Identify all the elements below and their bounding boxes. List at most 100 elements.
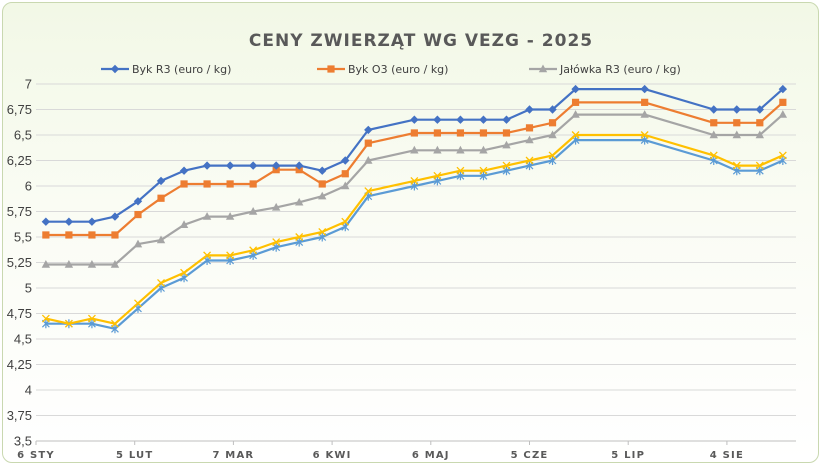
- data-point-x: [41, 314, 50, 323]
- series-line: [45, 139, 784, 330]
- data-point-square: [479, 129, 488, 137]
- data-point-x: [203, 251, 212, 260]
- series-2: [41, 110, 788, 268]
- data-point-triangle: [364, 156, 373, 164]
- x-tick-label: 4 SIE: [710, 450, 744, 461]
- data-point-square: [180, 180, 188, 188]
- data-point-triangle: [538, 64, 548, 73]
- y-tick-label: 5: [25, 281, 32, 296]
- data-point-square: [710, 119, 718, 127]
- data-point-x: [548, 151, 557, 160]
- data-point-diamond: [87, 217, 97, 226]
- data-point-x: [364, 187, 373, 196]
- x-tick-label: 6 MAJ: [412, 450, 450, 461]
- y-tick-label: 4,25: [7, 357, 32, 372]
- data-point-triangle: [640, 110, 649, 118]
- data-point-x: [157, 278, 165, 287]
- data-point-triangle: [318, 191, 327, 200]
- y-tick-label: 3,5: [14, 434, 32, 449]
- data-point-square: [641, 98, 649, 106]
- data-point-x: [456, 166, 465, 175]
- data-point-triangle: [295, 197, 304, 206]
- legend-label: Byk O3 (euro / kg): [348, 63, 448, 76]
- data-point-square: [226, 180, 234, 188]
- data-point-square: [525, 124, 534, 132]
- data-point-triangle: [87, 260, 97, 268]
- y-tick-label: 4,5: [14, 332, 32, 347]
- data-point-square: [456, 129, 465, 137]
- data-point-square: [42, 231, 50, 239]
- data-point-diamond: [248, 161, 258, 170]
- series-3: [41, 131, 787, 328]
- data-point-diamond: [456, 115, 465, 124]
- data-point-triangle: [456, 145, 465, 154]
- data-point-triangle: [133, 239, 143, 248]
- data-point-diamond: [318, 166, 327, 175]
- y-tick-label: 6: [25, 179, 32, 194]
- data-point-square: [733, 119, 741, 127]
- data-point-x: [226, 251, 235, 260]
- data-point-diamond: [156, 176, 166, 186]
- y-tick-label: 5,5: [14, 230, 32, 245]
- series-line: [45, 101, 784, 237]
- y-tick-label: 4: [25, 383, 32, 398]
- data-point-diamond: [364, 125, 373, 135]
- data-point-triangle: [202, 212, 212, 220]
- data-point-triangle: [433, 145, 442, 154]
- chart-title: CENY ZWIERZĄT WG VEZG - 2025: [249, 31, 593, 51]
- data-point-diamond: [640, 84, 649, 94]
- x-tick-label: 5 CZE: [511, 450, 549, 461]
- data-point-diamond: [525, 105, 534, 114]
- data-point-diamond: [709, 105, 718, 114]
- data-point-triangle: [778, 110, 788, 118]
- data-point-x: [525, 156, 534, 165]
- data-point-square: [318, 180, 326, 188]
- data-point-diamond: [41, 217, 51, 226]
- data-point-diamond: [571, 84, 580, 94]
- data-point-triangle: [110, 260, 120, 268]
- data-point-square: [327, 65, 335, 73]
- data-point-triangle: [225, 212, 235, 220]
- y-tick-label: 6,5: [14, 128, 32, 143]
- data-point-square: [571, 98, 580, 106]
- data-point-square: [249, 180, 257, 188]
- data-point-square: [203, 180, 211, 188]
- data-point-x: [87, 314, 96, 323]
- x-tick-label: 7 MAR: [212, 450, 254, 461]
- y-tick-label: 3,75: [7, 408, 32, 423]
- data-point-x: [709, 151, 718, 160]
- data-point-x: [571, 131, 580, 139]
- data-point-triangle: [341, 181, 350, 190]
- data-point-x: [410, 176, 419, 185]
- data-point-x: [295, 233, 304, 241]
- data-point-x: [433, 171, 442, 180]
- series-line: [45, 87, 784, 223]
- data-point-diamond: [410, 115, 419, 124]
- data-point-square: [341, 170, 349, 178]
- data-point-diamond: [271, 161, 281, 170]
- data-point-square: [111, 231, 119, 239]
- data-point-x: [249, 246, 258, 255]
- data-point-triangle: [156, 235, 166, 244]
- x-tick-label: 5 LIP: [611, 450, 645, 461]
- grid: [36, 83, 796, 442]
- data-point-square: [779, 98, 787, 106]
- y-tick-label: 6,25: [7, 153, 32, 168]
- x-tick-label: 6 KWI: [313, 450, 352, 461]
- data-point-diamond: [502, 115, 511, 124]
- y-tick-label: 5,25: [7, 255, 32, 270]
- data-point-square: [364, 139, 372, 147]
- legend: Byk R3 (euro / kg) Byk O3 (euro / kg) Jałó…: [101, 63, 681, 76]
- data-point-diamond: [341, 156, 350, 165]
- legend-label: Byk R3 (euro / kg): [132, 63, 231, 76]
- y-axis: 3,5 3,75 4 4,25 4,5 4,75 5 5,25 5,5 5,75 6 6,25 6,5 6…: [7, 77, 32, 449]
- x-tick-label: 6 STY: [17, 450, 55, 461]
- series-0: [41, 84, 788, 226]
- data-point-triangle: [271, 202, 281, 211]
- data-point-x: [341, 217, 350, 226]
- data-point-diamond: [778, 84, 788, 94]
- data-point-x: [502, 161, 511, 170]
- x-axis: 6 STY 5 LUT 7 MAR 6 KWI 6 MAJ 5 CZE 5 LIP 4 SIE: [17, 440, 796, 461]
- data-point-triangle: [571, 110, 580, 118]
- data-point-square: [410, 129, 418, 137]
